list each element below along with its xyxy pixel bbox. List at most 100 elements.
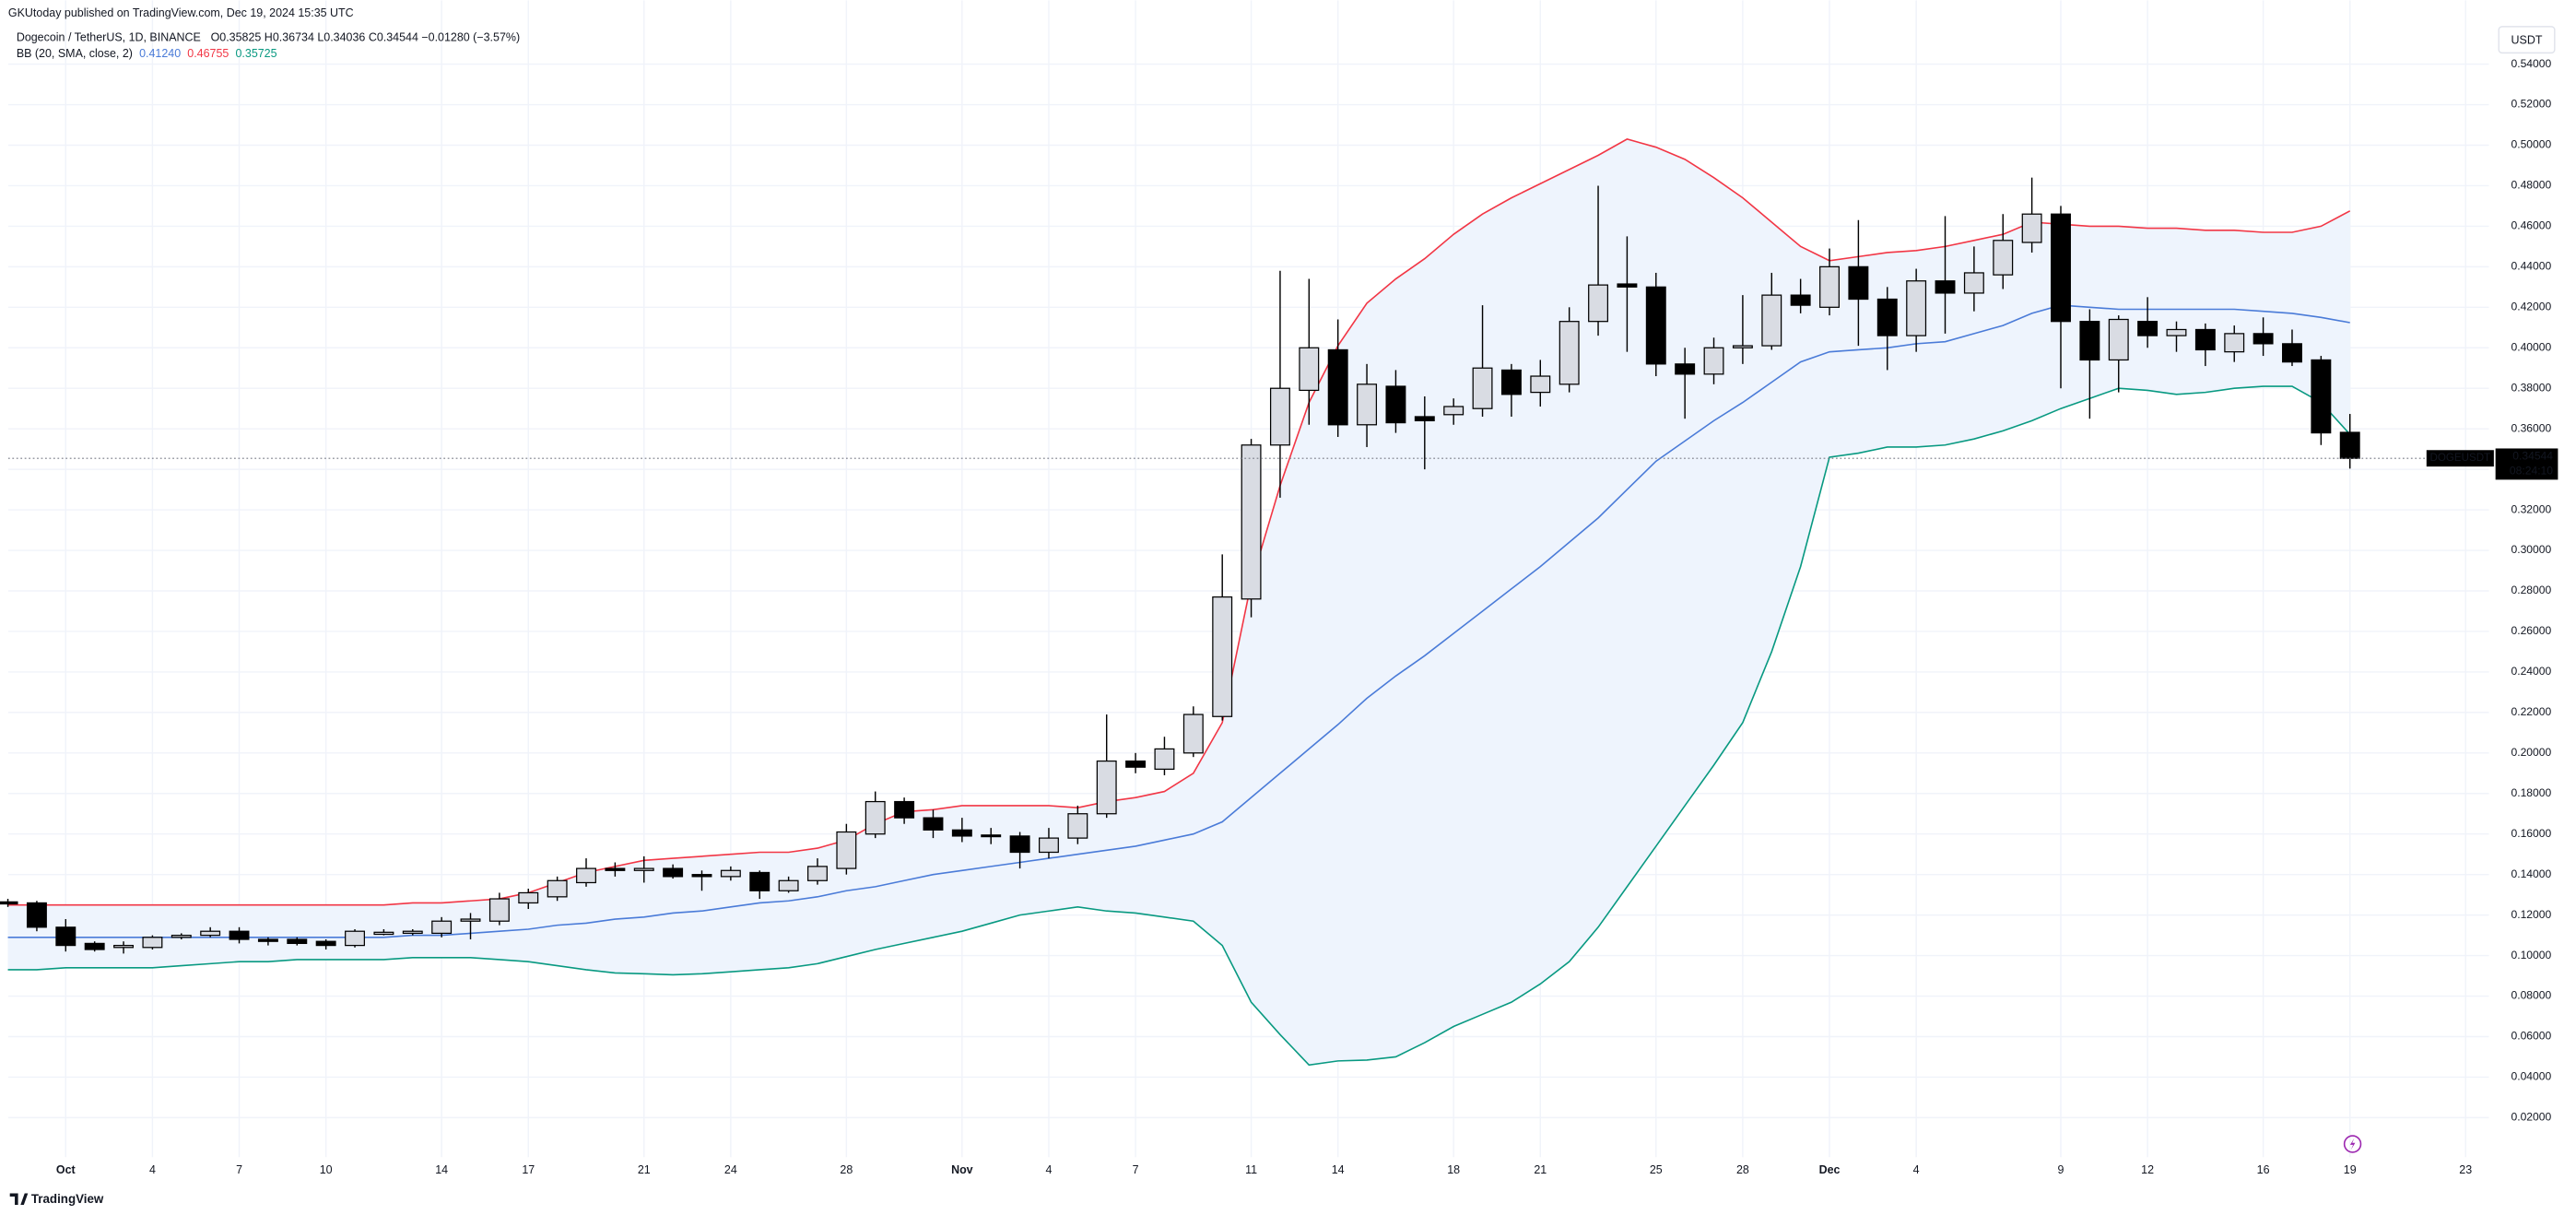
candle-body <box>2311 359 2332 434</box>
candle-body <box>1617 283 1638 288</box>
x-tick-label: 24 <box>724 1163 737 1176</box>
candle-body <box>720 869 741 878</box>
candle-body <box>1241 444 1262 600</box>
candle-body <box>1703 347 1724 375</box>
candle-body <box>663 867 684 878</box>
band-fill <box>7 138 2350 1066</box>
y-tick-label: 0.52000 <box>2511 98 2551 111</box>
y-tick-label: 0.16000 <box>2511 827 2551 840</box>
candle-body <box>2108 318 2129 361</box>
x-tick-label: Oct <box>56 1163 76 1176</box>
y-tick-label: 0.44000 <box>2511 260 2551 273</box>
indicator-value: 0.46755 <box>187 47 229 60</box>
price-axis: 0.02000 0.04000 0.06000 0.08000 0.10000 0.120… <box>56 57 2558 1176</box>
x-tick-label: 16 <box>2257 1163 2270 1176</box>
x-tick-label: 9 <box>2058 1163 2064 1176</box>
indicator-value: 0.41240 <box>139 47 181 60</box>
brand-logo <box>9 1193 29 1205</box>
candle-body <box>1327 348 1348 426</box>
x-tick-label: 19 <box>2344 1163 2357 1176</box>
indicator: BB (20, SMA, close, 2) <box>17 47 133 60</box>
y-tick-label: 0.06000 <box>2511 1030 2551 1043</box>
y-tick-label: 0.26000 <box>2511 624 2551 637</box>
candle-body <box>1182 714 1204 754</box>
candle-body <box>518 891 539 904</box>
candle-body <box>460 918 481 922</box>
candle-body <box>2253 333 2274 345</box>
y-tick-label: 0.36000 <box>2511 421 2551 434</box>
candle-body <box>1935 280 1956 294</box>
y-tick-label: 0.18000 <box>2511 786 2551 799</box>
price-tag <box>2495 448 2558 480</box>
alert-circle[interactable] <box>2343 1135 2362 1153</box>
candle-body <box>2137 321 2158 336</box>
candle-body <box>547 879 568 898</box>
candle-body <box>2166 328 2187 336</box>
x-tick-label: 18 <box>1447 1163 1460 1176</box>
candle-body <box>576 867 596 884</box>
y-tick-label: 0.10000 <box>2511 949 2551 961</box>
candle-body <box>923 817 944 831</box>
candle-body <box>1443 406 1464 416</box>
candle-body <box>315 940 336 947</box>
candle-body <box>1096 760 1117 815</box>
candle-body <box>1761 294 1782 347</box>
candle-body <box>1675 363 1696 375</box>
brand-name: TradingView <box>31 1192 104 1206</box>
countdown-label: 08:24:10 <box>2510 465 2553 478</box>
y-tick-label: 0.32000 <box>2511 502 2551 515</box>
candle-body <box>1588 284 1609 323</box>
candle-body <box>287 938 308 945</box>
y-tick-label: 0.12000 <box>2511 908 2551 921</box>
candle-body <box>1500 369 1522 395</box>
candle-body <box>2051 213 2071 323</box>
alert-icon[interactable] <box>2343 1135 2362 1153</box>
y-tick-label: 0.46000 <box>2511 219 2551 232</box>
candle-body <box>345 930 365 947</box>
x-tick-label: 28 <box>840 1163 853 1176</box>
candle-body <box>1067 813 1088 839</box>
candle-body <box>55 926 76 947</box>
candle-body <box>836 831 857 869</box>
x-tick-label: 10 <box>320 1163 333 1176</box>
candle-body <box>1530 375 1551 394</box>
candle-body <box>1414 416 1435 422</box>
currency[interactable]: USDT <box>2511 33 2543 46</box>
candle-body <box>894 800 915 819</box>
candle-body <box>981 834 1002 838</box>
candle-body <box>257 938 278 942</box>
x-tick-label: 23 <box>2459 1163 2472 1176</box>
price-tag-label: 0.34544 <box>2512 450 2553 463</box>
candle-body <box>749 871 770 891</box>
candle-body <box>1269 387 1290 446</box>
x-tick-label: 14 <box>435 1163 448 1176</box>
y-tick-label: 0.04000 <box>2511 1070 2551 1083</box>
x-tick-label: 14 <box>1332 1163 1345 1176</box>
candle-body <box>142 937 163 949</box>
alert-bolt[interactable] <box>2349 1138 2356 1150</box>
candle-body <box>373 931 394 936</box>
y-tick-label: 0.24000 <box>2511 665 2551 678</box>
currency-button[interactable] <box>2498 26 2556 54</box>
band-line <box>7 385 2351 1067</box>
x-tick-label: 25 <box>1650 1163 1663 1176</box>
y-tick-label: 0.28000 <box>2511 584 2551 596</box>
candle-body <box>229 930 250 940</box>
candle-body <box>1848 265 1869 301</box>
symbol-line: Dogecoin / TetherUS, 1D, BINANCE O0.35825… <box>17 31 520 44</box>
x-tick-label: Dec <box>1819 1163 1841 1176</box>
x-tick-label: 21 <box>1534 1163 1547 1176</box>
candle-body <box>1039 837 1059 854</box>
y-tick-label: 0.42000 <box>2511 301 2551 313</box>
candle-body <box>691 874 712 878</box>
candle-body <box>1559 321 1580 385</box>
y-tick-label: 0.14000 <box>2511 867 2551 880</box>
candle-body <box>2194 328 2216 351</box>
candle-body <box>1125 760 1147 768</box>
y-tick-label: 0.38000 <box>2511 381 2551 394</box>
candle-body <box>488 898 510 922</box>
candle-body <box>113 944 135 949</box>
candle-body <box>951 829 972 837</box>
symbol: Dogecoin / TetherUS, 1D, BINANCE <box>17 31 201 44</box>
candle-body <box>200 930 221 937</box>
